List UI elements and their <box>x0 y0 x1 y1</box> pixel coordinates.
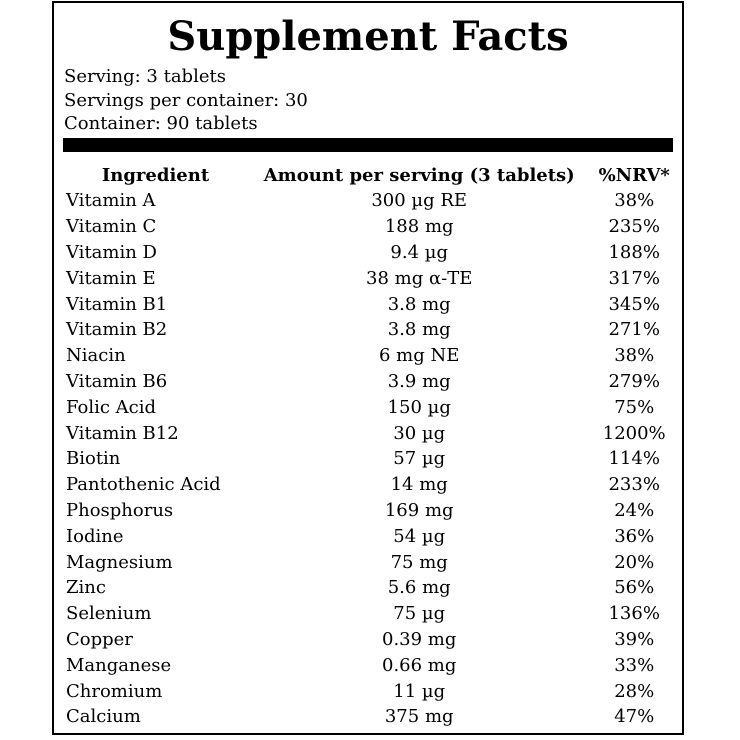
supplement-facts-label: Supplement Facts Serving: 3 tablets Serv… <box>52 1 684 735</box>
table-row: Vitamin B2 3.8 mg 271% <box>63 317 675 343</box>
amount-cell: 9.4 µg <box>390 241 448 263</box>
nrv-cell: 75% <box>614 396 655 418</box>
table-row: Calcium 375 mg 47% <box>63 704 675 730</box>
amount-cell: 5.6 mg <box>387 577 451 599</box>
ingredient-cell: Iodine <box>66 525 124 547</box>
nrv-cell: 345% <box>608 293 660 315</box>
amount-cell: 150 µg <box>387 396 451 418</box>
header-amount: Amount per serving (3 tablets) <box>263 165 575 186</box>
ingredient-cell: Vitamin C <box>66 216 157 238</box>
table-row: Folic Acid 150 µg 75% <box>63 394 675 420</box>
amount-cell: 0.39 mg <box>382 628 457 650</box>
nrv-cell: 24% <box>614 499 655 521</box>
ingredient-cell: Vitamin B2 <box>66 319 168 341</box>
ingredient-cell: Niacin <box>66 345 126 367</box>
header-nrv: %NRV* <box>598 165 670 186</box>
ingredient-cell: Vitamin B6 <box>66 370 168 392</box>
amount-cell: 188 mg <box>384 216 454 238</box>
ingredient-cell: Copper <box>66 628 133 650</box>
ingredients-table: Ingredient Amount per serving (3 tablets… <box>63 163 675 730</box>
ingredient-cell: Zinc <box>66 577 106 599</box>
nrv-cell: 233% <box>608 474 660 496</box>
ingredient-cell: Selenium <box>66 603 152 625</box>
ingredient-cell: Vitamin E <box>66 267 156 289</box>
nrv-cell: 1200% <box>602 422 666 444</box>
table-row: Vitamin B12 30 µg 1200% <box>63 420 675 446</box>
amount-cell: 54 µg <box>393 525 446 547</box>
table-row: Vitamin E 38 mg α-TE 317% <box>63 265 675 291</box>
table-row: Pantothenic Acid 14 mg 233% <box>63 472 675 498</box>
nrv-cell: 47% <box>614 706 655 728</box>
nrv-cell: 33% <box>614 654 655 676</box>
table-row: Niacin 6 mg NE 38% <box>63 343 675 369</box>
table-row: Manganese 0.66 mg 33% <box>63 652 675 678</box>
nrv-cell: 38% <box>614 345 655 367</box>
amount-cell: 57 µg <box>393 448 446 470</box>
ingredient-cell: Vitamin D <box>66 241 157 263</box>
nrv-cell: 20% <box>614 551 655 573</box>
ingredient-cell: Pantothenic Acid <box>66 474 221 496</box>
nrv-cell: 235% <box>608 216 660 238</box>
amount-cell: 11 µg <box>393 680 446 702</box>
amount-cell: 6 mg NE <box>379 345 460 367</box>
ingredient-cell: Phosphorus <box>66 499 174 521</box>
table-row: Biotin 57 µg 114% <box>63 446 675 472</box>
table-row: Selenium 75 µg 136% <box>63 601 675 627</box>
table-row: Vitamin B1 3.8 mg 345% <box>63 291 675 317</box>
ingredient-cell: Vitamin B12 <box>66 422 179 444</box>
ingredient-cell: Vitamin B1 <box>66 293 168 315</box>
ingredient-cell: Vitamin A <box>66 190 156 212</box>
amount-cell: 300 µg RE <box>371 190 468 212</box>
table-row: Vitamin C 188 mg 235% <box>63 214 675 240</box>
table-row: Vitamin D 9.4 µg 188% <box>63 240 675 266</box>
nrv-cell: 317% <box>608 267 660 289</box>
table-row: Phosphorus 169 mg 24% <box>63 498 675 524</box>
container-size: Container: 90 tablets <box>64 113 258 134</box>
nrv-cell: 39% <box>614 628 655 650</box>
label-title: Supplement Facts <box>167 13 569 60</box>
ingredient-cell: Magnesium <box>66 551 173 573</box>
table-header-row: Ingredient Amount per serving (3 tablets… <box>63 163 675 188</box>
amount-cell: 3.9 mg <box>387 370 451 392</box>
amount-cell: 75 µg <box>393 603 446 625</box>
table-row: Copper 0.39 mg 39% <box>63 627 675 653</box>
table-row: Zinc 5.6 mg 56% <box>63 575 675 601</box>
ingredient-cell: Chromium <box>66 680 163 702</box>
thick-divider <box>63 138 673 152</box>
nrv-cell: 38% <box>614 190 655 212</box>
amount-cell: 38 mg α-TE <box>366 267 473 289</box>
nrv-cell: 188% <box>608 241 660 263</box>
ingredient-cell: Manganese <box>66 654 172 676</box>
nrv-cell: 136% <box>608 603 660 625</box>
serving-size: Serving: 3 tablets <box>64 66 226 87</box>
amount-cell: 3.8 mg <box>387 319 451 341</box>
amount-cell: 14 mg <box>390 474 448 496</box>
nrv-cell: 56% <box>614 577 655 599</box>
amount-cell: 169 mg <box>384 499 454 521</box>
serving-info: Serving: 3 tablets Servings per containe… <box>64 65 308 136</box>
amount-cell: 3.8 mg <box>387 293 451 315</box>
table-row: Iodine 54 µg 36% <box>63 523 675 549</box>
header-ingredient: Ingredient <box>101 165 210 186</box>
servings-per-container: Servings per container: 30 <box>64 89 308 111</box>
table-row: Vitamin A 300 µg RE 38% <box>63 188 675 214</box>
amount-cell: 0.66 mg <box>382 654 457 676</box>
ingredient-cell: Calcium <box>66 706 141 728</box>
table-row: Chromium 11 µg 28% <box>63 678 675 704</box>
nrv-cell: 36% <box>614 525 655 547</box>
nrv-cell: 271% <box>608 319 660 341</box>
nrv-cell: 279% <box>608 370 660 392</box>
ingredient-cell: Biotin <box>66 448 121 470</box>
table-row: Vitamin B6 3.9 mg 279% <box>63 369 675 395</box>
table-row: Magnesium 75 mg 20% <box>63 549 675 575</box>
nrv-cell: 114% <box>608 448 660 470</box>
ingredient-cell: Folic Acid <box>66 396 157 418</box>
nrv-cell: 28% <box>614 680 655 702</box>
amount-cell: 30 µg <box>393 422 446 444</box>
amount-cell: 75 mg <box>390 551 448 573</box>
amount-cell: 375 mg <box>384 706 454 728</box>
